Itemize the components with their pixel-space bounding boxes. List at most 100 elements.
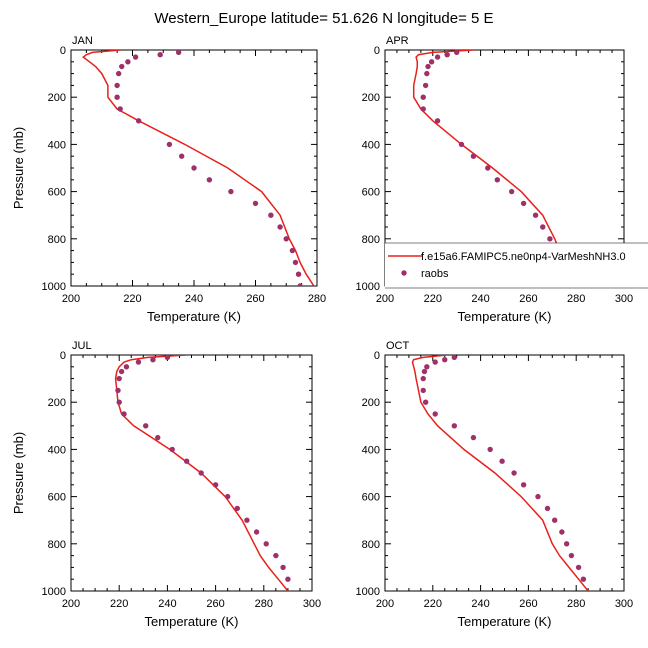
y-tick-label: 200 <box>48 397 66 409</box>
plot-area <box>82 50 315 286</box>
y-tick-label: 600 <box>48 492 66 504</box>
raobs-point <box>228 188 234 195</box>
raobs-point <box>273 552 279 559</box>
y-tick-label: 1000 <box>42 586 66 598</box>
raobs-point <box>297 283 303 286</box>
x-tick-label: 220 <box>424 293 442 305</box>
raobs-point <box>559 529 565 535</box>
raobs-point <box>494 177 501 183</box>
raobs-point <box>263 541 269 547</box>
raobs-point <box>164 355 171 361</box>
x-axis-title: Temperature (K) <box>458 614 552 629</box>
raobs-point <box>434 54 441 60</box>
raobs-point <box>451 423 458 429</box>
raobs-point <box>540 224 546 230</box>
y-tick-label: 1000 <box>356 281 380 293</box>
raobs-point <box>470 153 477 159</box>
panel-oct: 200 220 240 260 280 300 0 200 400 600 800 1000 OCT Te… <box>356 340 634 629</box>
raobs-point <box>292 259 299 266</box>
raobs-point <box>277 224 283 230</box>
raobs-point <box>117 106 123 112</box>
raobs-point <box>191 165 197 171</box>
x-axis-title: Temperature (K) <box>145 614 239 629</box>
x-tick-label: 240 <box>471 598 489 610</box>
x-tick-label: 220 <box>424 598 442 610</box>
x-tick-label: 200 <box>62 598 80 610</box>
raobs-point <box>420 375 426 382</box>
legend-background <box>385 243 648 288</box>
raobs-point <box>580 576 587 582</box>
model-series-line <box>411 355 589 591</box>
raobs-point <box>444 52 450 58</box>
raobs-point <box>143 423 149 429</box>
raobs-point <box>428 59 435 65</box>
raobs-point <box>119 63 125 70</box>
raobs-point <box>424 70 430 77</box>
raobs-point <box>206 177 213 183</box>
raobs-point <box>485 165 491 171</box>
raobs-point <box>183 458 190 464</box>
y-tick-label: 1000 <box>356 586 380 598</box>
x-tick-label: 260 <box>519 293 537 305</box>
raobs-point <box>487 446 493 453</box>
x-tick-label: 300 <box>303 598 321 610</box>
y-tick-label: 600 <box>362 187 380 199</box>
y-tick-label: 200 <box>48 92 66 104</box>
raobs-point <box>169 446 175 453</box>
raobs-point <box>575 564 582 571</box>
raobs-point <box>421 368 428 375</box>
x-tick-label: 240 <box>158 598 176 610</box>
raobs-point <box>499 458 505 464</box>
legend-raobs-label: raobs <box>421 268 449 280</box>
panel-jul: 200 220 240 260 280 300 0 200 400 600 800 1000 JUL Te… <box>11 340 321 629</box>
raobs-point <box>544 505 551 512</box>
y-tick-label: 800 <box>48 234 66 246</box>
x-tick-label: 200 <box>376 293 394 305</box>
raobs-point <box>150 357 156 363</box>
raobs-point <box>454 50 460 56</box>
x-tick-label: 280 <box>567 598 585 610</box>
raobs-point <box>547 236 553 242</box>
raobs-point <box>280 564 286 571</box>
raobs-point <box>422 399 429 405</box>
raobs-point <box>568 552 575 559</box>
plot-area <box>114 355 291 591</box>
raobs-point <box>422 82 429 89</box>
raobs-point <box>508 188 515 195</box>
raobs-point <box>424 364 430 370</box>
raobs-point <box>157 52 163 58</box>
raobs-point <box>535 493 541 500</box>
raobs-point <box>470 434 477 441</box>
raobs-point <box>551 517 558 523</box>
legend-raobs-swatch <box>401 270 407 276</box>
y-tick-label: 0 <box>374 45 380 57</box>
legend-model-label: f.e15a6.FAMIPC5.ne0np4-VarMeshNH3.0 <box>421 251 626 263</box>
raobs-point <box>520 200 527 207</box>
y-tick-label: 800 <box>362 234 380 246</box>
plot-area <box>411 355 589 591</box>
raobs-point <box>511 470 517 476</box>
raobs-point <box>114 94 120 100</box>
y-tick-label: 800 <box>48 539 66 551</box>
y-tick-label: 600 <box>48 187 66 199</box>
x-tick-label: 280 <box>567 293 585 305</box>
raobs-point <box>118 368 125 375</box>
raobs-point <box>289 247 296 254</box>
raobs-point <box>252 200 259 207</box>
y-tick-label: 0 <box>60 45 66 57</box>
raobs-point <box>234 505 240 512</box>
y-tick-label: 200 <box>362 397 380 409</box>
raobs-point <box>451 355 458 361</box>
raobs-point <box>166 141 173 148</box>
y-tick-label: 400 <box>48 444 66 456</box>
raobs-point <box>432 359 438 365</box>
panel-label: APR <box>386 35 409 47</box>
raobs-point <box>425 63 431 70</box>
raobs-point <box>432 411 438 417</box>
y-tick-label: 200 <box>362 92 380 104</box>
raobs-point <box>420 94 426 100</box>
x-tick-label: 300 <box>615 598 633 610</box>
y-tick-label: 600 <box>362 492 380 504</box>
raobs-point <box>121 411 127 417</box>
figure-title: Western_Europe latitude= 51.626 N longit… <box>154 10 493 27</box>
